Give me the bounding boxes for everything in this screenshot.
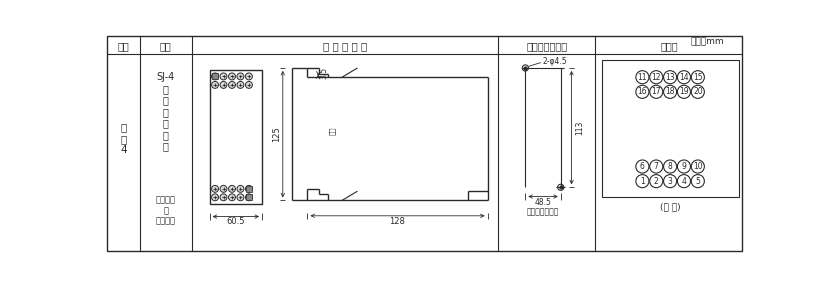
Circle shape [219, 194, 227, 201]
Text: 4: 4 [681, 177, 686, 186]
Text: 60.5: 60.5 [226, 218, 245, 226]
Circle shape [219, 185, 227, 192]
Text: 贸钉安装开孔图: 贸钉安装开孔图 [527, 207, 559, 216]
Text: 凸: 凸 [162, 84, 168, 94]
Text: 125: 125 [272, 126, 281, 142]
Text: 外 形 尺 寸 图: 外 形 尺 寸 图 [323, 41, 367, 51]
Circle shape [211, 194, 219, 201]
Text: 出: 出 [162, 95, 168, 105]
Text: 单位：mm: 单位：mm [690, 37, 724, 46]
Circle shape [229, 185, 235, 192]
Text: SJ-4: SJ-4 [156, 72, 175, 82]
Circle shape [211, 82, 219, 88]
Text: 17: 17 [651, 87, 660, 96]
Circle shape [237, 73, 243, 80]
Text: 2-φ4.5: 2-φ4.5 [542, 57, 566, 66]
Text: 6: 6 [639, 162, 644, 171]
Circle shape [237, 185, 243, 192]
Text: 15: 15 [692, 73, 702, 82]
Circle shape [229, 82, 235, 88]
Bar [209, 70, 262, 204]
Text: 卡槽: 卡槽 [329, 127, 335, 135]
Text: 20: 20 [692, 87, 702, 96]
Circle shape [229, 194, 235, 201]
Text: 1: 1 [639, 177, 644, 186]
Text: 结构: 结构 [160, 41, 171, 51]
Text: 11: 11 [637, 73, 647, 82]
Text: 5: 5 [695, 177, 700, 186]
Text: 9: 9 [681, 162, 686, 171]
Circle shape [211, 185, 219, 192]
Circle shape [237, 82, 243, 88]
Text: 19: 19 [678, 87, 688, 96]
Text: 13: 13 [665, 73, 674, 82]
Text: 附
图
4: 附 图 4 [120, 122, 127, 155]
Circle shape [237, 194, 243, 201]
Text: 端子图: 端子图 [660, 41, 677, 51]
Text: 卡轨安装
或
贸钉安装: 卡轨安装 或 贸钉安装 [156, 195, 176, 225]
Circle shape [245, 73, 252, 80]
Text: 2: 2 [653, 177, 657, 186]
Text: 7: 7 [653, 162, 658, 171]
Circle shape [245, 82, 252, 88]
Text: 式: 式 [162, 107, 168, 117]
Text: 3: 3 [667, 177, 672, 186]
Text: 线: 线 [162, 141, 168, 151]
Text: (正 视): (正 视) [659, 202, 680, 211]
Text: 8: 8 [667, 162, 672, 171]
Bar [601, 60, 738, 197]
Circle shape [211, 73, 219, 80]
Text: 接: 接 [162, 130, 168, 140]
Text: 48.5: 48.5 [534, 198, 551, 207]
Circle shape [219, 82, 227, 88]
Text: 14: 14 [678, 73, 688, 82]
Circle shape [229, 73, 235, 80]
Text: 安装开孔尺嬸图: 安装开孔尺嬸图 [526, 41, 567, 51]
Text: 113: 113 [574, 120, 583, 135]
Circle shape [245, 185, 252, 192]
Circle shape [219, 73, 227, 80]
Text: 图号: 图号 [118, 41, 129, 51]
Text: 3.5: 3.5 [320, 67, 329, 80]
Text: 18: 18 [665, 87, 674, 96]
Text: 128: 128 [389, 218, 405, 226]
Text: 前: 前 [162, 118, 168, 128]
Text: 16: 16 [637, 87, 647, 96]
Text: 12: 12 [651, 73, 660, 82]
Text: 10: 10 [692, 162, 702, 171]
Circle shape [245, 194, 252, 201]
